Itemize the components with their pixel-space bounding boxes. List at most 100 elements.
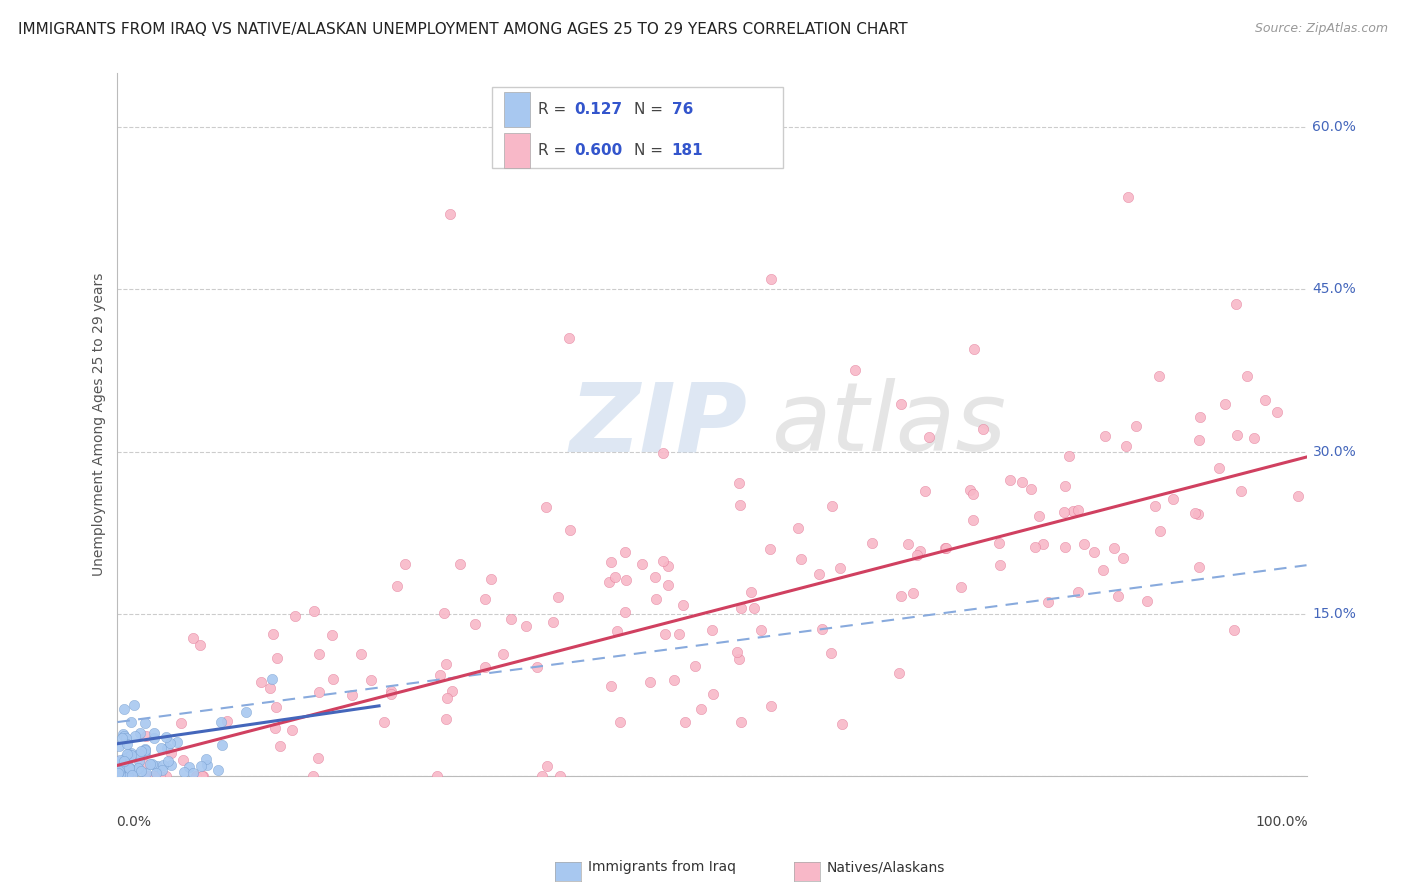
Point xyxy=(811,622,834,636)
Point xyxy=(645,592,668,607)
Point xyxy=(1102,541,1125,555)
Point xyxy=(1223,623,1246,637)
Point xyxy=(1111,550,1133,565)
Point xyxy=(1094,429,1116,443)
Point xyxy=(112,759,135,773)
Point xyxy=(558,331,581,345)
Point xyxy=(901,586,924,600)
Point xyxy=(114,751,136,765)
Point xyxy=(1225,297,1247,311)
Point xyxy=(129,764,152,778)
Point xyxy=(181,765,204,780)
Point xyxy=(108,755,131,769)
Point xyxy=(173,764,195,779)
Point xyxy=(1073,537,1095,551)
Point xyxy=(117,747,139,762)
Point xyxy=(1062,504,1084,518)
Point xyxy=(111,756,134,770)
Point xyxy=(1059,449,1081,463)
Point xyxy=(107,766,129,780)
Point xyxy=(177,760,200,774)
Point xyxy=(728,499,751,513)
Point xyxy=(159,746,181,760)
Point xyxy=(657,578,679,592)
Text: Natives/Alaskans: Natives/Alaskans xyxy=(827,860,945,874)
Point xyxy=(108,756,131,770)
Point xyxy=(492,647,515,661)
Point xyxy=(434,712,457,726)
Point xyxy=(547,591,569,605)
Text: 0.600: 0.600 xyxy=(574,143,623,158)
Point xyxy=(1091,563,1114,577)
Point xyxy=(831,716,853,731)
Point xyxy=(1067,584,1090,599)
Point xyxy=(690,702,713,716)
Point xyxy=(1226,427,1249,442)
Point xyxy=(914,484,936,499)
Point xyxy=(134,743,156,757)
Point xyxy=(1236,369,1258,384)
Point xyxy=(152,758,174,772)
Point xyxy=(987,536,1010,550)
Point xyxy=(479,572,502,586)
Point xyxy=(128,726,150,740)
Point xyxy=(138,756,160,771)
Point xyxy=(1147,368,1170,383)
Point xyxy=(1036,594,1059,608)
Point xyxy=(117,747,139,761)
Text: 15.0%: 15.0% xyxy=(1312,607,1357,621)
Point xyxy=(1149,524,1171,538)
Point xyxy=(474,591,496,606)
Point xyxy=(155,741,177,756)
Point xyxy=(190,759,212,773)
Point xyxy=(108,764,131,778)
FancyBboxPatch shape xyxy=(492,87,783,168)
Point xyxy=(541,615,564,629)
Point xyxy=(725,645,748,659)
Text: ZIP: ZIP xyxy=(569,378,747,471)
Point xyxy=(434,657,457,672)
Point xyxy=(124,763,146,777)
Point xyxy=(560,524,582,538)
Point xyxy=(262,626,284,640)
Point xyxy=(135,765,157,780)
Text: 100.0%: 100.0% xyxy=(1256,814,1308,829)
FancyBboxPatch shape xyxy=(503,92,530,128)
Text: R =: R = xyxy=(538,143,567,158)
Point xyxy=(730,714,752,729)
Point xyxy=(159,736,181,750)
Point xyxy=(962,486,984,500)
Point xyxy=(194,752,217,766)
Point xyxy=(142,769,165,783)
Point xyxy=(1187,559,1209,574)
Point xyxy=(1053,479,1076,493)
Point xyxy=(1083,545,1105,559)
Point xyxy=(905,548,928,562)
Point xyxy=(531,769,554,783)
Point xyxy=(321,628,343,642)
Point xyxy=(120,746,142,760)
Point xyxy=(1125,419,1147,434)
Point xyxy=(259,681,281,696)
Point xyxy=(134,742,156,756)
Point xyxy=(426,769,449,783)
Point xyxy=(603,570,626,584)
Point xyxy=(1184,506,1206,520)
Text: 76: 76 xyxy=(672,103,693,117)
Point xyxy=(1254,393,1277,408)
Point xyxy=(631,557,654,571)
Point xyxy=(654,626,676,640)
Point xyxy=(787,521,810,535)
Point xyxy=(128,755,150,769)
Point xyxy=(108,754,131,768)
Point xyxy=(129,744,152,758)
Point xyxy=(142,726,165,740)
Point xyxy=(172,753,194,767)
Text: IMMIGRANTS FROM IRAQ VS NATIVE/ALASKAN UNEMPLOYMENT AMONG AGES 25 TO 29 YEARS CO: IMMIGRANTS FROM IRAQ VS NATIVE/ALASKAN U… xyxy=(18,22,908,37)
Point xyxy=(702,687,724,701)
Point xyxy=(727,652,749,666)
Point xyxy=(207,763,229,777)
Point xyxy=(117,759,139,773)
Point xyxy=(657,559,679,574)
Point xyxy=(188,638,211,652)
